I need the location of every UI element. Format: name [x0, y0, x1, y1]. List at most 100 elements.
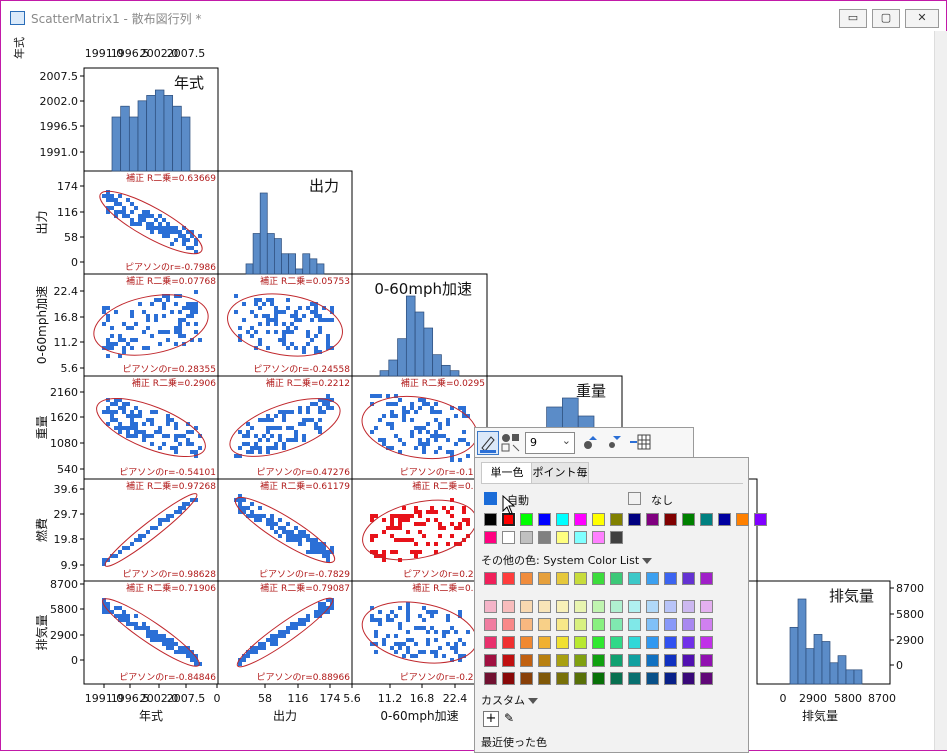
color-swatch[interactable]	[682, 600, 695, 613]
color-swatch[interactable]	[700, 618, 713, 631]
custom-label[interactable]: カスタム	[481, 692, 538, 708]
color-swatch[interactable]	[610, 513, 623, 526]
color-swatch[interactable]	[646, 572, 659, 585]
color-swatch[interactable]	[628, 572, 641, 585]
minimize-button[interactable]: ▭	[839, 9, 867, 28]
color-swatch[interactable]	[556, 654, 569, 667]
color-swatch[interactable]	[520, 618, 533, 631]
color-swatch[interactable]	[646, 636, 659, 649]
color-swatch[interactable]	[520, 654, 533, 667]
maximize-button[interactable]: ▢	[872, 9, 900, 28]
none-color-swatch[interactable]	[628, 492, 641, 505]
color-swatch[interactable]	[700, 654, 713, 667]
color-swatch[interactable]	[664, 513, 677, 526]
color-swatch[interactable]	[484, 672, 497, 685]
color-swatch[interactable]	[538, 618, 551, 631]
color-swatch[interactable]	[610, 672, 623, 685]
color-swatch[interactable]	[556, 618, 569, 631]
pen-color-icon[interactable]	[477, 431, 499, 455]
color-swatch[interactable]	[682, 618, 695, 631]
color-swatch[interactable]	[574, 672, 587, 685]
color-swatch[interactable]	[520, 572, 533, 585]
color-swatch[interactable]	[682, 513, 695, 526]
eyedropper-icon[interactable]: ✎	[503, 711, 515, 725]
color-swatch[interactable]	[574, 600, 587, 613]
color-swatch[interactable]	[520, 636, 533, 649]
color-swatch[interactable]	[628, 672, 641, 685]
color-swatch[interactable]	[736, 513, 749, 526]
color-swatch[interactable]	[520, 672, 533, 685]
color-swatch[interactable]	[520, 600, 533, 613]
color-swatch[interactable]	[484, 531, 497, 544]
color-swatch[interactable]	[646, 600, 659, 613]
color-swatch[interactable]	[574, 654, 587, 667]
color-swatch[interactable]	[592, 618, 605, 631]
increase-size-icon[interactable]	[581, 432, 605, 452]
color-swatch[interactable]	[502, 618, 515, 631]
color-swatch[interactable]	[628, 513, 641, 526]
color-swatch[interactable]	[664, 636, 677, 649]
color-swatch[interactable]	[610, 618, 623, 631]
color-swatch[interactable]	[538, 636, 551, 649]
title-bar[interactable]: ScatterMatrix1 - 散布図行列 * ▭ ▢ ✕	[1, 1, 946, 31]
color-swatch[interactable]	[574, 513, 587, 526]
symbol-size-select[interactable]: 9 ⌄	[525, 432, 575, 454]
color-swatch[interactable]	[754, 513, 767, 526]
symbol-shape-icon[interactable]	[501, 433, 521, 453]
auto-label[interactable]: 自動	[507, 494, 529, 507]
color-swatch[interactable]	[501, 512, 516, 527]
other-colors-label[interactable]: その他の色: System Color List	[481, 552, 653, 568]
auto-color-swatch[interactable]	[484, 492, 497, 505]
color-swatch[interactable]	[682, 654, 695, 667]
tab-single-color[interactable]: 単一色	[481, 462, 533, 484]
color-swatch[interactable]	[664, 672, 677, 685]
color-swatch[interactable]	[592, 672, 605, 685]
color-swatch[interactable]	[646, 654, 659, 667]
color-swatch[interactable]	[502, 531, 515, 544]
color-swatch[interactable]	[538, 600, 551, 613]
color-swatch[interactable]	[502, 654, 515, 667]
color-swatch[interactable]	[556, 600, 569, 613]
decrease-size-icon[interactable]	[605, 432, 629, 452]
color-swatch[interactable]	[484, 636, 497, 649]
color-swatch[interactable]	[718, 513, 731, 526]
color-swatch[interactable]	[628, 618, 641, 631]
color-swatch[interactable]	[682, 636, 695, 649]
color-swatch[interactable]	[502, 572, 515, 585]
color-swatch[interactable]	[700, 600, 713, 613]
color-swatch[interactable]	[574, 531, 587, 544]
color-swatch[interactable]	[610, 600, 623, 613]
color-swatch[interactable]	[646, 513, 659, 526]
color-swatch[interactable]	[502, 636, 515, 649]
color-swatch[interactable]	[556, 572, 569, 585]
color-swatch[interactable]	[628, 636, 641, 649]
color-swatch[interactable]	[538, 513, 551, 526]
color-swatch[interactable]	[682, 572, 695, 585]
color-swatch[interactable]	[502, 672, 515, 685]
color-swatch[interactable]	[592, 600, 605, 613]
color-swatch[interactable]	[556, 636, 569, 649]
color-swatch[interactable]	[556, 672, 569, 685]
color-swatch[interactable]	[574, 636, 587, 649]
color-swatch[interactable]	[592, 654, 605, 667]
color-swatch[interactable]	[664, 572, 677, 585]
color-swatch[interactable]	[700, 513, 713, 526]
color-swatch[interactable]	[520, 531, 533, 544]
color-swatch[interactable]	[574, 572, 587, 585]
color-swatch[interactable]	[484, 654, 497, 667]
color-swatch[interactable]	[610, 572, 623, 585]
tab-per-point[interactable]: ポイント毎	[531, 462, 589, 484]
color-swatch[interactable]	[484, 600, 497, 613]
color-swatch[interactable]	[484, 513, 497, 526]
color-swatch[interactable]	[646, 618, 659, 631]
color-swatch[interactable]	[628, 600, 641, 613]
color-swatch[interactable]	[700, 636, 713, 649]
color-swatch[interactable]	[592, 572, 605, 585]
color-swatch[interactable]	[610, 531, 623, 544]
close-button[interactable]: ✕	[905, 9, 939, 28]
color-swatch[interactable]	[592, 636, 605, 649]
color-swatch[interactable]	[538, 531, 551, 544]
color-swatch[interactable]	[502, 600, 515, 613]
color-swatch[interactable]	[592, 513, 605, 526]
color-swatch[interactable]	[664, 600, 677, 613]
